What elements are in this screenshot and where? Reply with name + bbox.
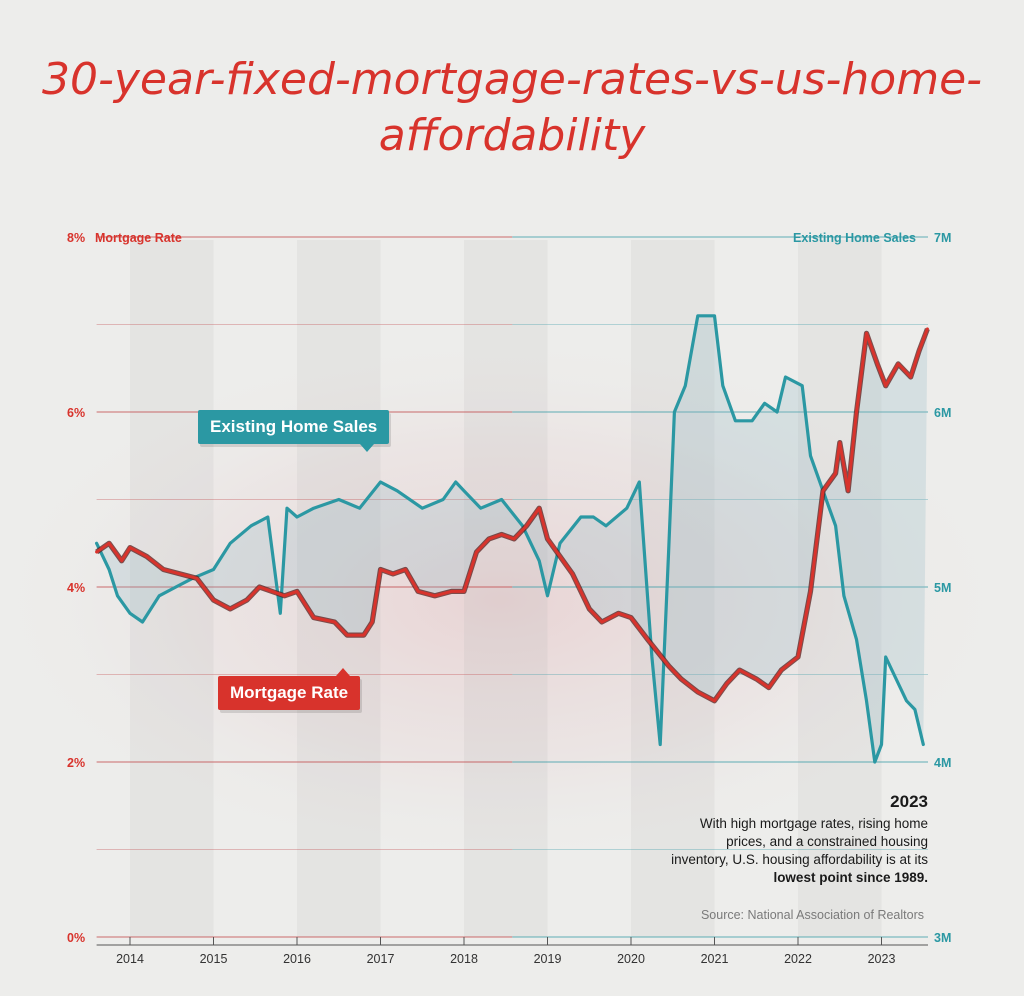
left-tick-label: 0% (67, 931, 85, 945)
x-tick-label: 2018 (450, 952, 478, 966)
x-tick-label: 2022 (784, 952, 812, 966)
sales-callout-pointer (360, 444, 374, 452)
gap-fill (96, 315, 928, 762)
chart-title: 30-year-fixed-mortgage-rates-vs-us-home-… (41, 54, 983, 161)
x-tick-label: 2023 (868, 952, 896, 966)
annotation-year: 2023 (890, 792, 928, 811)
annotation-text-bold: lowest point since 1989. (773, 870, 928, 885)
sales-callout-label: Existing Home Sales (198, 410, 390, 444)
axis-labels: 0% 2% 4% 6% 8% Mortgage Rate 3M 4M 5M 6M 7M Existin… (67, 231, 951, 966)
right-tick-label: 6M (934, 406, 951, 420)
year-band (631, 240, 715, 937)
right-axis-label: Existing Home Sales (793, 231, 916, 245)
annotation-text-main: With high mortgage rates, rising home pr… (671, 816, 928, 867)
left-tick-label: 8% (67, 231, 85, 245)
year-bands (130, 240, 882, 937)
x-tick-label: 2021 (701, 952, 729, 966)
left-axis-label: Mortgage Rate (95, 231, 182, 245)
right-tick-label: 4M (934, 756, 951, 770)
rate-callout-pointer (336, 668, 350, 676)
right-tick-label: 5M (934, 581, 951, 595)
mortgage-rate-line (95, 327, 929, 703)
year-band (297, 240, 381, 937)
annotation-text: With high mortgage rates, rising home pr… (668, 815, 928, 887)
x-tick-label: 2019 (534, 952, 562, 966)
annotation: 2023 With high mortgage rates, rising ho… (668, 792, 928, 887)
x-tick-label: 2014 (116, 952, 144, 966)
right-tick-label: 3M (934, 931, 951, 945)
rate-callout-label: Mortgage Rate (218, 676, 361, 710)
x-tick-label: 2020 (617, 952, 645, 966)
rate-callout: Mortgage Rate (218, 668, 361, 710)
series-lines (95, 314, 930, 764)
x-tick-label: 2016 (283, 952, 311, 966)
left-tick-label: 2% (67, 756, 85, 770)
source-note: Source: National Association of Realtors (700, 908, 924, 922)
gap-fill-area (96, 315, 928, 762)
sales-callout: Existing Home Sales (198, 410, 390, 452)
x-tick-label: 2015 (200, 952, 228, 966)
existing-home-sales-line (95, 314, 925, 764)
right-tick-label: 7M (934, 231, 951, 245)
year-band (464, 240, 548, 937)
background-glow (0, 330, 1020, 870)
left-tick-label: 4% (67, 581, 85, 595)
left-tick-label: 6% (67, 406, 85, 420)
x-tick-label: 2017 (367, 952, 395, 966)
